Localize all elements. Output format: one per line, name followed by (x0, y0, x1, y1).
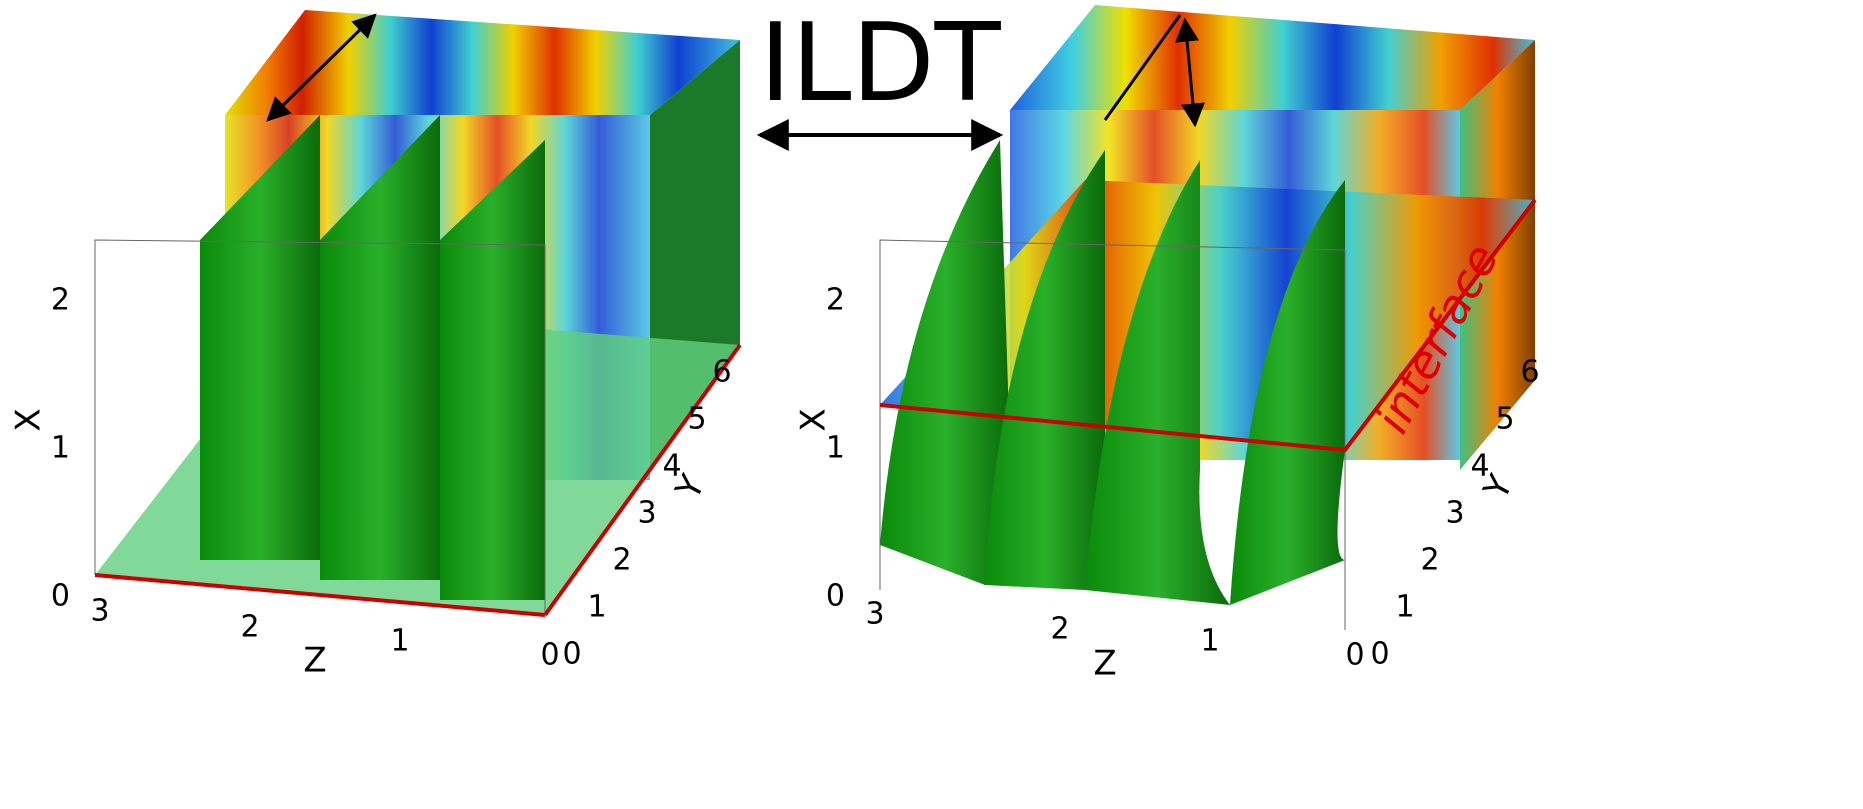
y-tick-label: 0 (1370, 637, 1389, 672)
x-axis-label: X (794, 408, 834, 431)
z-tick-label: 1 (390, 624, 409, 659)
top-face (1010, 5, 1535, 110)
y-tick-label: 2 (612, 543, 631, 578)
x-tick-label: 0 (51, 579, 70, 614)
x-tick-label: 1 (51, 431, 70, 466)
z-tick-label: 2 (1050, 612, 1069, 647)
z-tick-label: 0 (1345, 638, 1364, 673)
z-tick-label: 1 (1200, 624, 1219, 659)
y-tick-label: 2 (1420, 543, 1439, 578)
z-tick-label: 3 (90, 594, 109, 629)
z-tick-label: 0 (540, 638, 559, 673)
z-axis-label: Z (303, 641, 326, 681)
y-tick-label: 1 (1395, 590, 1414, 625)
top-face (225, 10, 740, 115)
sheet (200, 115, 320, 560)
y-tick-label: 3 (1445, 496, 1464, 531)
x-tick-label: 1 (826, 431, 845, 466)
z-axis-label: Z (1093, 644, 1116, 684)
z-tick-label: 3 (865, 597, 884, 632)
y-axis-label: Y (1476, 469, 1522, 507)
y-tick-label: 1 (587, 590, 606, 625)
y-axis-label: Y (668, 469, 714, 507)
x-tick-label: 0 (826, 579, 845, 614)
y-tick-label: 6 (1520, 355, 1539, 390)
y-tick-label: 6 (712, 355, 731, 390)
x-tick-label: 2 (51, 283, 70, 318)
y-tick-label: 3 (637, 496, 656, 531)
y-tick-label: 5 (1495, 402, 1514, 437)
figure: ILDT interface 01232100123456XZY01232100… (0, 0, 1863, 805)
y-tick-label: 0 (562, 637, 581, 672)
x-tick-label: 2 (826, 283, 845, 318)
y-tick-label: 5 (687, 402, 706, 437)
x-axis-label: X (9, 408, 49, 431)
z-tick-label: 2 (240, 610, 259, 645)
title: ILDT (759, 1, 1001, 126)
page: ILDT interface 01232100123456XZY01232100… (0, 0, 1863, 809)
